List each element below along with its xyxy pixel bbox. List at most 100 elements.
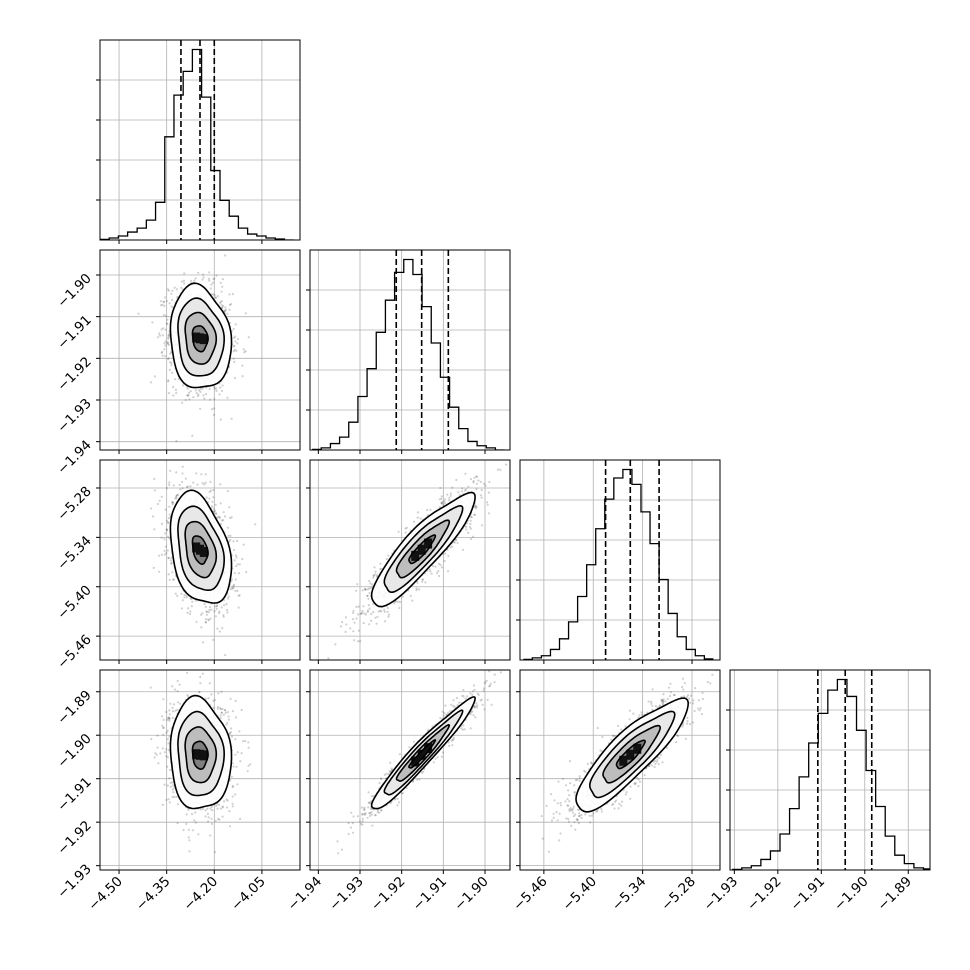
scatter-point [166,549,169,552]
scatter-point [366,588,369,591]
panel-frame [99,39,301,241]
scatter-point [211,505,214,508]
scatter-point [175,495,178,498]
scatter-point [175,795,178,798]
scatter-point [355,617,358,620]
scatter-point [411,599,414,602]
scatter-point [187,394,190,397]
scatter-point [160,553,163,556]
scatter-point [377,610,380,613]
density-core [192,332,208,345]
scatter-point [472,535,475,538]
scatter-point [167,358,170,361]
scatter-point [165,519,169,523]
scatter-point [213,509,217,513]
scatter-point [175,440,178,443]
scatter-point [176,690,179,693]
scatter-point [409,594,412,598]
contour-line [370,491,476,608]
scatter-point [213,386,216,389]
scatter-point [165,322,168,325]
scatter-point [208,497,211,500]
scatter-point [161,334,164,337]
scatter-point [233,360,236,363]
scatter-point [199,387,202,391]
scatter-point [163,300,166,304]
scatter-point [453,541,456,544]
scatter-point [174,592,177,595]
scatter-point [218,517,222,520]
scatter-point [366,610,369,614]
scatter-point [164,340,167,343]
scatter-point [234,589,237,592]
scatter-point [429,508,432,511]
scatter-point [215,605,218,608]
scatter-point [496,468,500,471]
scatter-point [221,306,224,309]
scatter-point [352,609,355,612]
scatter-point [221,384,224,387]
scatter-point [235,349,238,352]
scatter-point [182,279,185,282]
scatter-point [231,587,234,591]
scatter-point [167,556,170,560]
scatter-point [412,520,416,523]
scatter-point [455,478,458,482]
scatter-point [156,502,160,506]
scatter-point [158,499,161,502]
scatter-point [219,302,222,305]
scatter-point [202,641,205,644]
scatter-point [212,489,215,492]
scatter-point [207,619,211,622]
scatter-point [241,375,244,378]
scatter-point [167,336,170,339]
scatter-point [185,485,189,489]
scatter-point [172,484,175,487]
scatter-point [170,562,173,565]
scatter-point [217,515,220,518]
scatter-point [183,272,186,275]
scatter-point [167,289,170,292]
scatter-point [167,343,170,346]
scatter-point [192,396,195,399]
scatter-point [463,489,466,492]
scatter-point [165,529,168,532]
scatter-point [232,357,235,360]
scatter-point [172,394,175,397]
scatter-point [214,615,217,618]
scatter-point [479,480,482,483]
histogram-step-3 [732,678,930,870]
scatter-point [195,620,198,624]
scatter-point [163,342,166,345]
scatter-point [472,481,475,484]
scatter-point [222,614,225,617]
scatter-point [170,364,173,367]
scatter-point [236,589,239,593]
scatter-point [170,556,173,559]
contour-line [177,297,226,377]
scatter-point [208,279,211,282]
scatter-point [438,574,441,578]
scatter-point [224,306,227,309]
scatter-point [227,595,230,598]
scatter-point [176,295,179,298]
scatter-point [171,685,174,688]
scatter-point [175,471,178,474]
scatter-point [421,580,424,583]
scatter-point [215,607,218,611]
scatter-point [221,305,225,308]
scatter-point [215,512,218,515]
scatter-point [480,488,483,492]
scatter-point [203,397,206,400]
scatter-point [439,486,442,490]
scatter-point [167,334,170,337]
scatter-point [465,528,468,531]
scatter-point [216,516,219,520]
scatter-point [166,521,170,525]
scatter-point [170,361,173,364]
scatter-point [384,620,387,623]
scatter-point [357,640,360,643]
scatter-point [167,573,170,576]
scatter-point [180,280,184,283]
scatter-point [243,351,246,354]
